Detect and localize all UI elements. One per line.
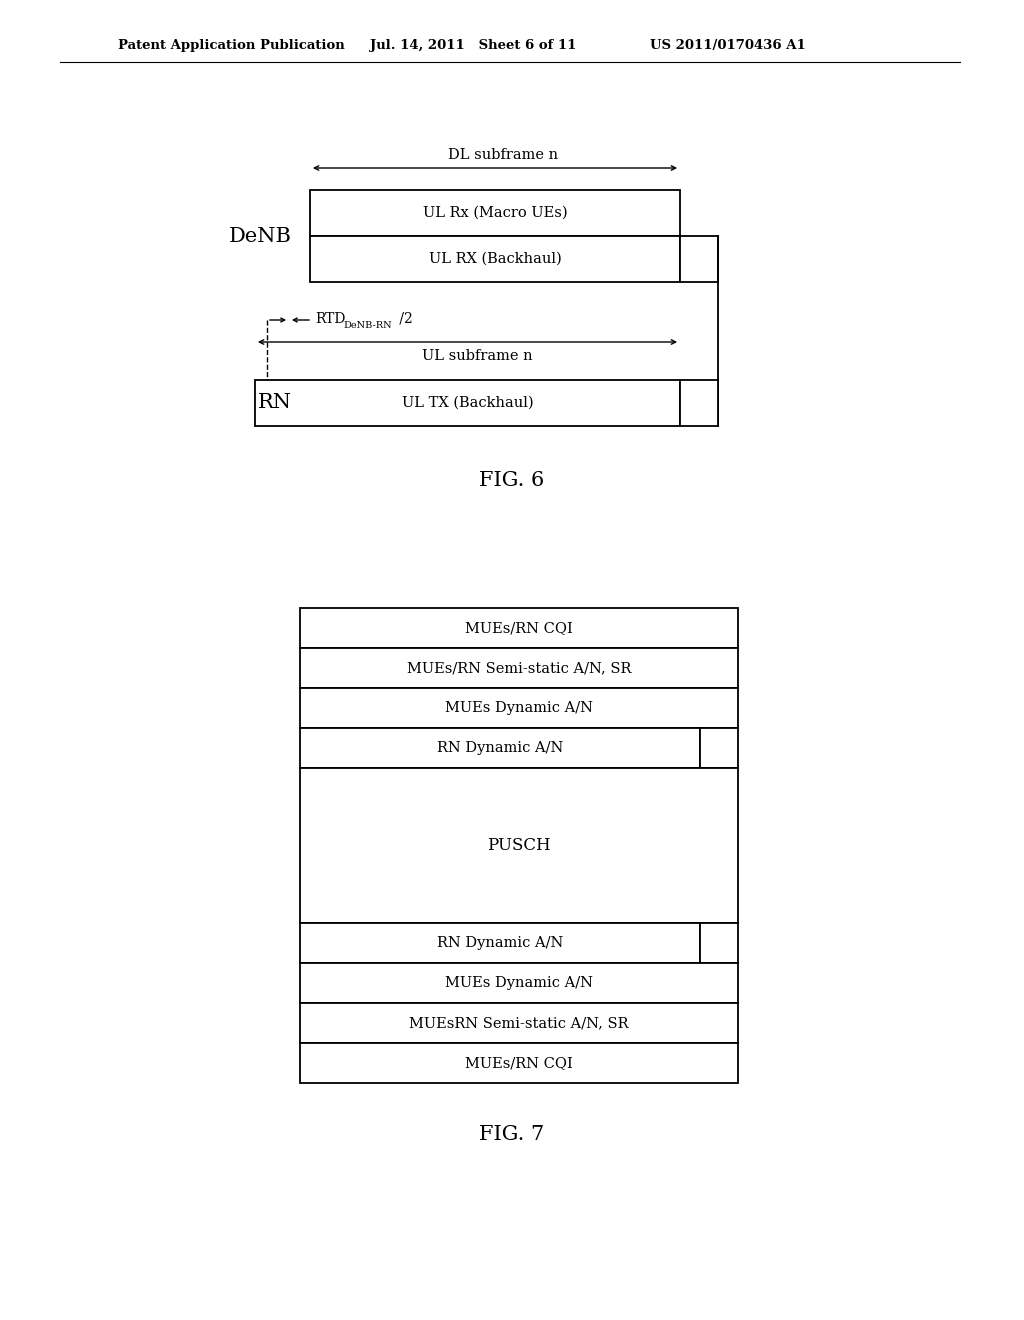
Bar: [680, 380, 718, 426]
Text: RTD: RTD: [315, 312, 345, 326]
Text: MUEsRN Semi-static A/N, SR: MUEsRN Semi-static A/N, SR: [410, 1016, 629, 1030]
Text: MUEs Dynamic A/N: MUEs Dynamic A/N: [445, 975, 593, 990]
Bar: [255, 380, 680, 426]
Text: FIG. 7: FIG. 7: [479, 1126, 545, 1144]
Text: MUEs/RN CQI: MUEs/RN CQI: [465, 620, 572, 635]
Text: RN Dynamic A/N: RN Dynamic A/N: [437, 936, 563, 950]
Text: FIG. 6: FIG. 6: [479, 471, 545, 491]
Text: MUEs/RN CQI: MUEs/RN CQI: [465, 1056, 572, 1071]
Text: DeNB: DeNB: [229, 227, 292, 246]
Bar: [300, 923, 700, 964]
Text: UL TX (Backhaul): UL TX (Backhaul): [401, 396, 534, 411]
Text: RN Dynamic A/N: RN Dynamic A/N: [437, 741, 563, 755]
Bar: [300, 648, 738, 688]
Text: US 2011/0170436 A1: US 2011/0170436 A1: [650, 40, 806, 53]
Text: DeNB-RN: DeNB-RN: [343, 322, 391, 330]
Bar: [300, 768, 738, 923]
Text: MUEs Dynamic A/N: MUEs Dynamic A/N: [445, 701, 593, 715]
Text: /2: /2: [395, 312, 413, 326]
Text: PUSCH: PUSCH: [487, 837, 551, 854]
Text: Patent Application Publication: Patent Application Publication: [118, 40, 345, 53]
Bar: [310, 236, 680, 282]
Text: Jul. 14, 2011   Sheet 6 of 11: Jul. 14, 2011 Sheet 6 of 11: [370, 40, 577, 53]
Bar: [300, 609, 738, 648]
Text: UL RX (Backhaul): UL RX (Backhaul): [429, 252, 561, 267]
Text: MUEs/RN Semi-static A/N, SR: MUEs/RN Semi-static A/N, SR: [407, 661, 631, 675]
Bar: [680, 236, 718, 282]
Bar: [300, 1043, 738, 1082]
Bar: [300, 729, 700, 768]
Text: RN: RN: [258, 393, 292, 412]
Text: UL Rx (Macro UEs): UL Rx (Macro UEs): [423, 206, 567, 220]
Bar: [700, 729, 738, 768]
Text: DL subframe n: DL subframe n: [447, 148, 558, 162]
Bar: [300, 964, 738, 1003]
Bar: [700, 923, 738, 964]
Bar: [310, 190, 680, 236]
Bar: [300, 1003, 738, 1043]
Bar: [300, 688, 738, 729]
Text: UL subframe n: UL subframe n: [422, 348, 532, 363]
